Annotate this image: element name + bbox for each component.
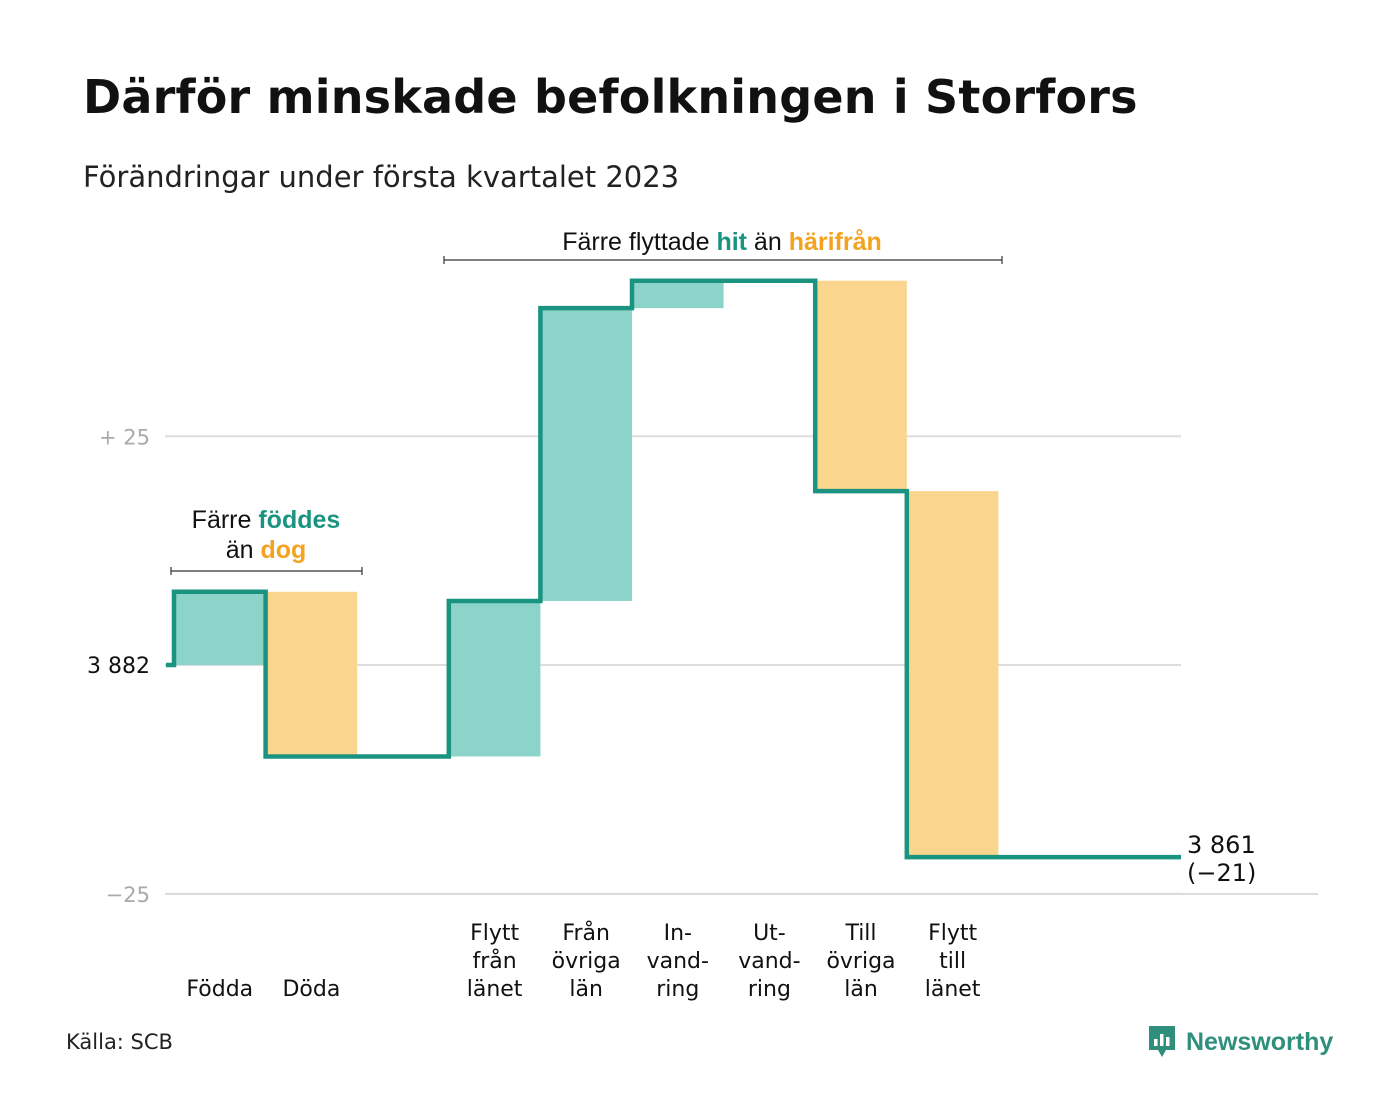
x-tick-label: Flytt (928, 921, 977, 946)
chart-title: Därför minskade befolkningen i Storfors (83, 70, 1138, 124)
deaths-annotation-accent: dog (260, 536, 306, 564)
brand-name: Newsworthy (1186, 1027, 1334, 1056)
migration-bracket (443, 256, 1003, 264)
x-tick-label: till (939, 949, 966, 974)
y-tick-label: 3 882 (87, 654, 150, 679)
x-tick-label: länet (467, 977, 523, 1002)
migration-annotation-mid: än (747, 228, 789, 256)
end-value-label: 3 861(−21) (1187, 831, 1256, 887)
x-tick-label: länet (925, 977, 981, 1002)
migration-annotation-accent-out: härifrån (789, 228, 882, 256)
x-tick-label: från (472, 948, 516, 974)
running-total-line (166, 278, 1181, 860)
bar-outflow (265, 591, 358, 757)
x-tick-label: vand- (738, 949, 800, 974)
y-axis-ticks: + 25 3 882 −25 (87, 425, 150, 907)
x-tick-label: In- (664, 921, 692, 946)
migration-annotation-accent-in: hit (716, 228, 747, 256)
births-annotation-text: Färre (192, 506, 259, 534)
chart-subtitle: Förändringar under första kvartalet 2023 (83, 160, 680, 194)
y-tick-label: + 25 (99, 425, 150, 449)
x-tick-label: län (569, 977, 603, 1002)
bar-outflow (815, 280, 907, 492)
brand-logo: Newsworthy (1147, 1024, 1333, 1060)
bar-inflow (540, 308, 632, 601)
x-tick-label: län (844, 977, 878, 1002)
x-axis-labels: Födda DödaFlyttfrånlänetFrånövrigalänIn-v… (186, 920, 980, 1002)
bar-outflow (906, 491, 999, 858)
bars (174, 280, 999, 858)
x-tick-label: övriga (826, 949, 895, 974)
bar-inflow (632, 280, 724, 309)
source-note: Källa: SCB (66, 1030, 173, 1054)
bar-inflow (174, 591, 266, 665)
x-tick-label: vand- (647, 949, 709, 974)
svg-text:än dog: än dog (226, 536, 307, 564)
svg-text:Färre föddes: Färre föddes (192, 506, 341, 534)
deaths-annotation-text: än (226, 536, 261, 564)
x-tick-label: ring (748, 977, 791, 1002)
x-tick-label: Från (562, 920, 610, 946)
bar-inflow (448, 600, 541, 757)
x-tick-label: övriga (552, 949, 621, 974)
migration-annotation: Färre flyttade hit än härifrån (443, 228, 1003, 264)
births-bracket (170, 567, 363, 575)
births-annotation-accent: föddes (258, 506, 340, 534)
newsworthy-logo-icon (1149, 1026, 1175, 1057)
x-tick-label: Ut- (753, 921, 786, 946)
births-annotation: Färre föddes än dog (170, 506, 363, 575)
migration-annotation-text: Färre flyttade (562, 228, 716, 256)
x-tick-label: ring (656, 977, 699, 1002)
x-tick-label: Födda (186, 977, 253, 1002)
end-change: (−21) (1187, 859, 1256, 887)
x-tick-label: Flytt (470, 921, 519, 946)
x-tick-label: Döda (282, 977, 340, 1002)
x-tick-label: Till (844, 921, 876, 946)
y-tick-label: −25 (106, 883, 150, 907)
gridlines (165, 435, 1318, 895)
step-line (166, 278, 1181, 860)
svg-text:Färre flyttade hit än härifrån: Färre flyttade hit än härifrån (562, 228, 882, 256)
end-value: 3 861 (1187, 831, 1256, 859)
